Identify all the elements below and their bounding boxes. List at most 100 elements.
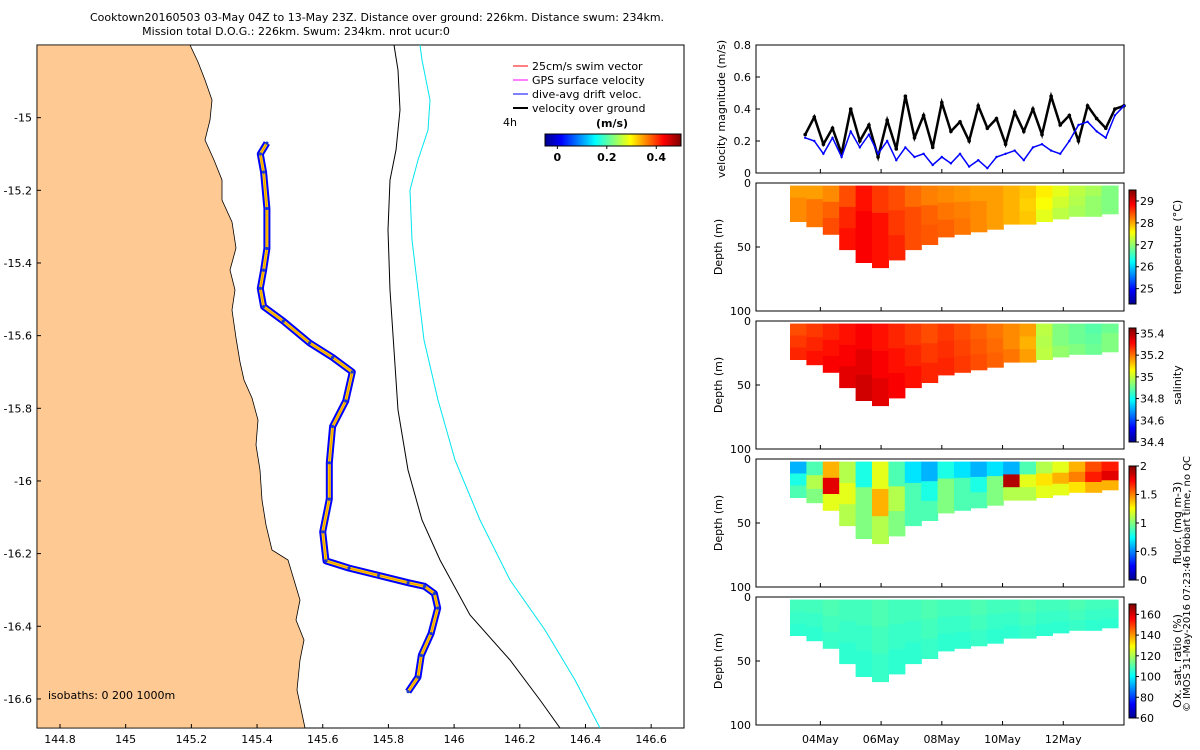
section-cell (954, 339, 971, 357)
section-cell (921, 481, 939, 502)
section-colorbar-tick-label: 120 (1140, 650, 1161, 663)
velocity-point (831, 136, 834, 139)
section-ytick-label: 0 (744, 591, 751, 604)
section-cell (921, 619, 939, 640)
section-colorbar-tick-label: 25 (1140, 283, 1154, 296)
velocity-point (803, 132, 807, 137)
section-cell (839, 206, 857, 229)
section-cell (921, 185, 939, 206)
section-cell (1019, 599, 1037, 613)
section-cell (970, 185, 988, 202)
time-tick-label: 06May (863, 733, 900, 746)
section-cell (970, 216, 988, 233)
map-xtick-label: 146.6 (635, 733, 667, 746)
velocity-series (803, 91, 1126, 170)
section-cell (888, 461, 906, 487)
section-cell (921, 500, 939, 521)
velocity-point (1031, 107, 1035, 111)
section-cell (954, 218, 971, 235)
velocity-ytick-label: 0.2 (734, 135, 752, 148)
map-ytick-label: -15.8 (4, 402, 32, 415)
section-cell (1101, 470, 1119, 481)
track-point (262, 170, 266, 174)
section-cell (954, 615, 971, 633)
section-colorbar-tick-label: 100 (1140, 671, 1161, 684)
velocity-point (1058, 123, 1063, 127)
velocity-point (967, 165, 971, 168)
section-cell (1101, 185, 1119, 196)
velocity-point (913, 155, 916, 159)
section-ytick-label: 50 (737, 241, 751, 254)
map-ytick-label: -15.2 (4, 184, 32, 197)
section-cell (986, 476, 1004, 492)
section-cell (986, 599, 1004, 615)
map-y-axis: -15 -15.2 -15.4 -15.6 -15.8 -16 -16.2 -16.4 -16.… (4, 112, 41, 706)
section-cell (806, 350, 824, 366)
section-cell (921, 224, 939, 245)
track-point (429, 631, 433, 636)
section-cell (904, 228, 922, 251)
section-colorbar-tick-label: 35.4 (1140, 327, 1165, 340)
section-cell (1101, 608, 1119, 619)
map-colorbar (544, 133, 682, 147)
velocity-point (1076, 139, 1081, 143)
section-ytick-label: 50 (737, 379, 751, 392)
velocity-point (903, 94, 908, 98)
section-cell (1101, 618, 1119, 629)
section-cell (970, 630, 988, 647)
section-cell (904, 185, 922, 208)
velocity-point (958, 152, 962, 155)
velocity-ytick-label: 0.4 (734, 103, 752, 116)
velocity-point (930, 145, 935, 150)
section-cell (1068, 333, 1086, 345)
section-cell (1052, 610, 1070, 623)
section-cell (822, 615, 840, 633)
section-cell (1085, 195, 1103, 207)
track-point (265, 141, 269, 145)
section-cell (921, 638, 939, 659)
section-cell (1068, 482, 1086, 493)
velocity-point (1040, 132, 1044, 137)
legend-label-drift: dive-avg drift veloc. (532, 88, 642, 101)
section-cell (872, 323, 889, 352)
track-point (265, 246, 269, 251)
velocity-ytick-label: 0 (744, 167, 751, 180)
section-cell (1019, 198, 1037, 212)
velocity-point (1049, 149, 1053, 152)
section-ytick-label: 50 (737, 655, 751, 668)
section-colorbar-tick-label: 27 (1140, 239, 1154, 252)
velocity-point (1013, 149, 1016, 152)
section-cell (872, 185, 889, 214)
section-cell (790, 485, 807, 498)
section-cell (970, 476, 988, 493)
track-point (376, 573, 381, 578)
isobaths-label: isobaths: 0 200 1000m (48, 689, 175, 702)
section-colorbar-tick-label: 29 (1140, 195, 1154, 208)
velocity-point (867, 123, 871, 127)
track-point (327, 497, 331, 501)
section-cell (1019, 336, 1037, 350)
section-cell (1036, 335, 1053, 348)
track-point (307, 341, 312, 345)
section-cell (839, 323, 857, 346)
section-cell (822, 632, 840, 649)
map-ytick-label: -15.4 (4, 257, 32, 270)
section-cell (1036, 209, 1053, 222)
section-ytick-label: 50 (737, 517, 751, 530)
section-cell (790, 335, 807, 348)
velocity-point (1022, 159, 1025, 162)
track-point (406, 581, 410, 585)
section-cell (855, 374, 873, 401)
section-cell (1085, 620, 1103, 631)
section-cell (1003, 474, 1021, 488)
section-cell (855, 236, 873, 263)
map-xtick-label: 146 (444, 733, 465, 746)
isobath-200m (387, 44, 561, 729)
section-colorbar-label: temperature (°C) (1171, 200, 1184, 294)
section-colorbar-tick-label: 60 (1140, 712, 1154, 725)
velocity-point (1049, 94, 1053, 98)
section-cell (822, 201, 840, 219)
velocity-point (849, 130, 852, 133)
track-point (344, 399, 348, 403)
velocity-point (1031, 146, 1035, 149)
